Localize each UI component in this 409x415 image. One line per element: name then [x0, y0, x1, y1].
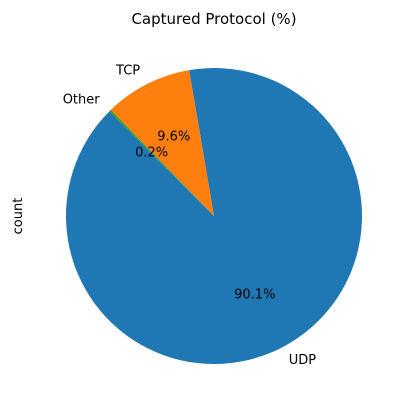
slice-percent-other: 0.2% — [135, 145, 168, 160]
slice-label-other: Other — [63, 93, 101, 108]
slice-percent-tcp: 9.6% — [157, 129, 190, 144]
slice-label-udp: UDP — [289, 353, 317, 368]
y-axis-label: count — [11, 198, 26, 235]
pie-slices — [66, 68, 362, 364]
chart-title: Captured Protocol (%) — [131, 10, 296, 28]
slice-label-tcp: TCP — [115, 63, 140, 78]
slice-percent-udp: 90.1% — [234, 287, 275, 302]
